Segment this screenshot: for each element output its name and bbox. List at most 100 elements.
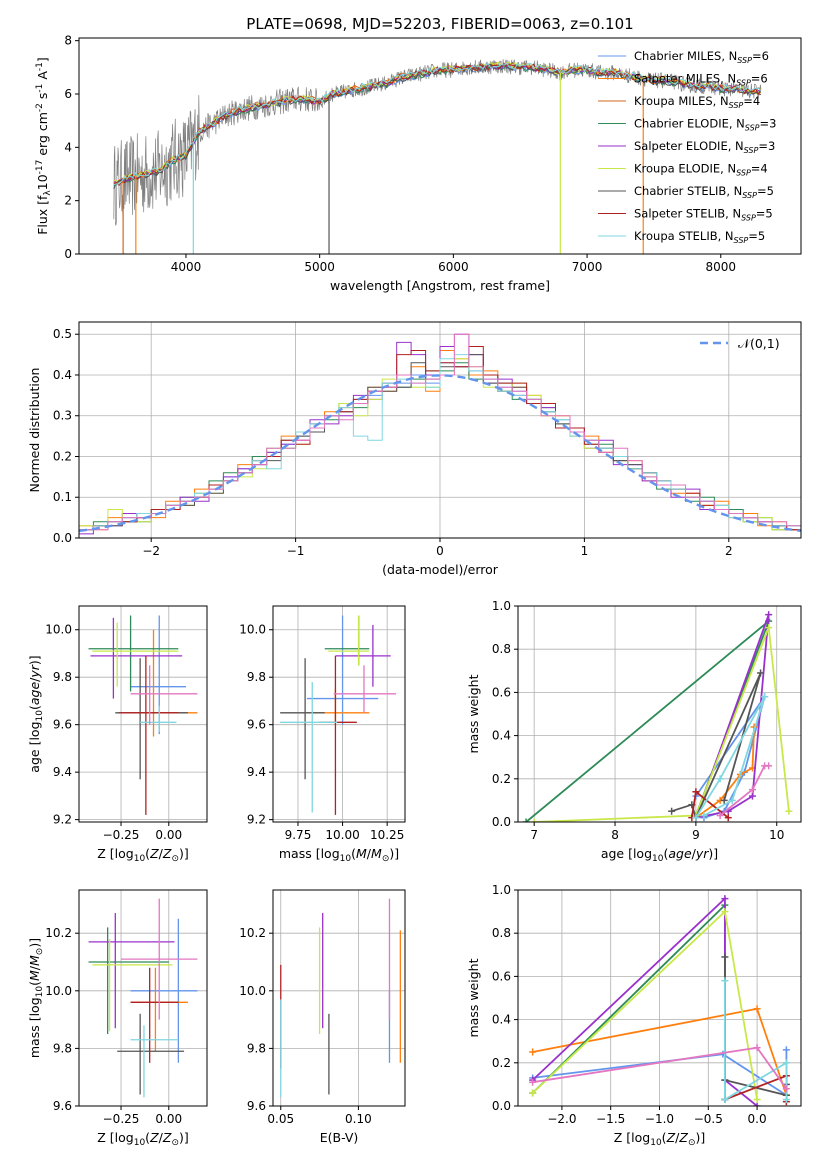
legend: 𝒩(0,1) (700, 336, 780, 351)
y-tick-label: 0.0 (492, 1099, 511, 1113)
plot-area (88, 615, 198, 815)
model-line (113, 62, 762, 186)
y-tick-label: 9.2 (53, 813, 72, 827)
label-part: M (356, 846, 367, 861)
label-part: -1 (35, 62, 45, 71)
x-tick-label: 0.00 (155, 828, 182, 842)
label-part: M (27, 955, 42, 966)
panel-spectrum: 4000 5000 6000 7000 8000 0 2 4 6 8 wavelength [Ang… (35, 34, 802, 293)
y-tick-label: 0.4 (53, 368, 72, 382)
label-part: mass [log (27, 997, 42, 1058)
plot-area (522, 611, 793, 822)
y-tick-label: 9.8 (247, 1041, 266, 1055)
legend-label: Salpeter MILES, NSSP=6 (634, 72, 768, 88)
label-part: ( (351, 846, 356, 861)
label-part: / (367, 846, 372, 861)
label-part: Salpeter ELODIE, N (634, 139, 744, 153)
label-part: Normed distribution (27, 368, 42, 493)
x-tick-label: 10.25 (370, 828, 404, 842)
y-tick-label: 9.4 (53, 765, 72, 779)
label-part: Salpeter STELIB, N (634, 207, 741, 221)
axes-frame (78, 889, 208, 1107)
label-part: Z [log (97, 1130, 133, 1145)
y-tick-label: 10.0 (45, 623, 72, 637)
y-tick-label: 9.6 (247, 1099, 266, 1113)
label-part: / (159, 1130, 164, 1145)
label-part: =5 (756, 207, 773, 221)
panel-mass-vs-Z: −0.25 0.009.69.810.010.2Z [log10(Z/Z⊙)]ma… (27, 889, 208, 1148)
label-part: age (668, 846, 692, 861)
y-axis-label: mass [log10(M/M⊙)] (27, 938, 45, 1058)
label-part: 𝒩(0,1) (738, 336, 780, 351)
label-part: 10 (35, 174, 50, 190)
label-part: )] (695, 1130, 705, 1145)
x-tick-label: 9 (692, 828, 700, 842)
y-tick-label: 0.4 (492, 1013, 511, 1027)
axes-frame (272, 889, 406, 1107)
x-tick-label: −1 (287, 544, 305, 558)
x-tick-label: 0.05 (267, 1112, 294, 1126)
x-tick-label: 8 (611, 828, 619, 842)
x-axis-label: E(B-V) (320, 1130, 359, 1145)
label-part: ⊙ (688, 1138, 696, 1148)
x-axis-label: wavelength [Angstrom, rest frame] (330, 278, 550, 293)
y-tick-label: 6 (64, 87, 72, 101)
x-tick-label: −0.25 (103, 828, 140, 842)
y-axis-label: Normed distribution (27, 368, 42, 493)
label-part: -17 (35, 160, 45, 175)
x-axis-label: Z [log10(Z/Z⊙)] (97, 1130, 189, 1148)
x-tick-label: 7000 (572, 260, 603, 274)
y-tick-label: 9.8 (53, 670, 72, 684)
label-part: -2 (35, 103, 45, 112)
weight-line (724, 980, 788, 1102)
y-tick-label: 0.0 (492, 815, 511, 829)
y-tick-label: 0.0 (53, 531, 72, 545)
legend-label: Salpeter ELODIE, NSSP=3 (634, 139, 775, 155)
grid (79, 606, 207, 822)
x-tick-label: −0.25 (103, 1112, 140, 1126)
label-part: ⊙ (35, 948, 45, 956)
label-part: Z (666, 1130, 676, 1145)
x-axis-label: mass [log10(M/M⊙)] (279, 846, 399, 864)
weight-line (534, 627, 790, 822)
panel-age-vs-mass: 9.75 10.00 10.25 9.2 9.4 9.6 9.8 10.0 mass [log1… (239, 605, 406, 864)
weight-line (671, 672, 762, 821)
label-part: yr (695, 846, 709, 861)
x-tick-label: 4000 (171, 260, 202, 274)
label-part: SSP (741, 214, 756, 223)
label-part: )] (179, 846, 189, 861)
label-part: ⊙ (171, 854, 179, 864)
grid (273, 606, 405, 822)
axes-frame (517, 605, 802, 823)
label-part: =5 (748, 229, 765, 243)
label-part: M (27, 970, 42, 981)
axes-frame (78, 37, 802, 255)
y-tick-label: 10.2 (45, 926, 72, 940)
label-part: s (35, 93, 50, 104)
y-tick-label: 9.4 (247, 765, 266, 779)
legend-label: 𝒩(0,1) (738, 336, 780, 351)
label-part: ( (662, 1130, 667, 1145)
label-part: 10 (35, 986, 45, 998)
panel-residuals: −2 −1 0 1 2 0.0 0.1 0.2 0.3 0.4 0.5 (data-model)/er… (27, 321, 802, 577)
y-axis-label: mass weight (466, 958, 481, 1037)
plot-area (88, 898, 198, 1098)
label-part: Z (162, 846, 172, 861)
panel-weight-vs-Z: −2.0 −1.5 −1.0 −0.5 0.0 0.0 0.2 0.4 0.6 0.8 1.0 Z [… (466, 883, 802, 1148)
label-part: SSP (736, 79, 751, 88)
label-part: )] (27, 938, 42, 948)
y-axis-label: Flux [fλ10-17 erg cm-2 s-1 A-1] (35, 57, 53, 235)
label-part: =6 (751, 72, 768, 86)
legend-label: Kroupa STELIB, NSSP=5 (634, 229, 765, 245)
x-tick-label: 8000 (706, 260, 737, 274)
label-part: Z (162, 1130, 172, 1145)
label-part: SSP (744, 146, 759, 155)
y-tick-label: 0.4 (492, 729, 511, 743)
label-part: ⊙ (382, 854, 390, 864)
plot-area (113, 59, 762, 254)
label-part: Salpeter MILES, N (634, 72, 736, 86)
label-part: mass [log (279, 846, 340, 861)
y-tick-label: 0.3 (53, 409, 72, 423)
